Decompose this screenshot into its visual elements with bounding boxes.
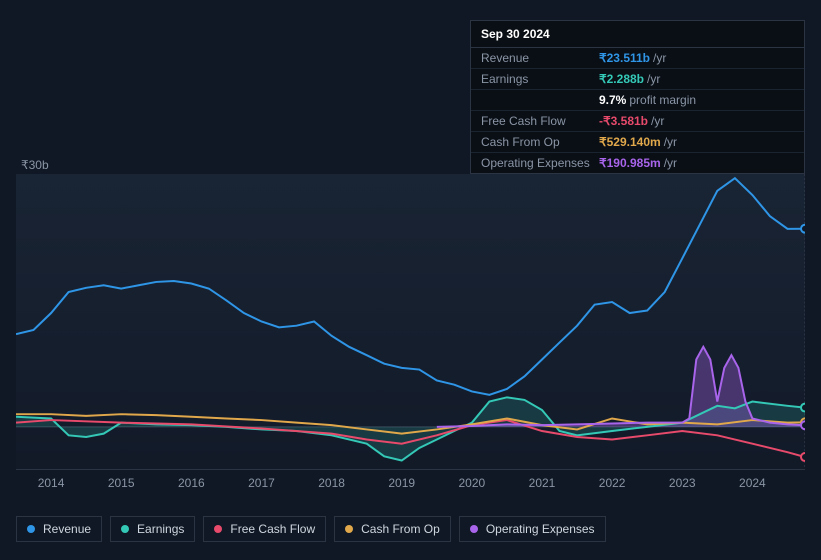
tooltip-row-value: ₹190.985m [599,156,661,170]
tooltip-row-label: Cash From Op [481,135,599,149]
x-tick: 2014 [38,476,65,490]
chart-area: ₹30b ₹0 -₹5b 201420152016201720182019202… [16,160,805,500]
tooltip-row: Earnings₹2.288b/yr [471,69,804,90]
legend-label: Operating Expenses [486,522,595,536]
chart-legend: Revenue Earnings Free Cash Flow Cash From O… [16,516,606,542]
x-tick: 2016 [178,476,205,490]
tooltip-row-label: Operating Expenses [481,156,599,170]
legend-dot [121,525,129,533]
tooltip-row: Free Cash Flow-₹3.581b/yr [471,111,804,132]
legend-label: Cash From Op [361,522,440,536]
y-tick-30b: ₹30b [21,158,49,172]
profit-margin-pct: 9.7% [599,93,626,107]
tooltip-row-label: Revenue [481,51,599,65]
series-revenue [16,178,805,395]
tooltip-row-label: Earnings [481,72,599,86]
legend-item-operating-expenses[interactable]: Operating Expenses [459,516,606,542]
profit-margin-label: profit margin [629,93,696,107]
legend-label: Revenue [43,522,91,536]
legend-label: Free Cash Flow [230,522,315,536]
tooltip-row-suffix: /yr [651,114,664,128]
legend-item-revenue[interactable]: Revenue [16,516,102,542]
tooltip-row-value: ₹2.288b [599,72,644,86]
legend-dot [27,525,35,533]
x-tick: 2024 [739,476,766,490]
legend-dot [470,525,478,533]
tooltip-row: Cash From Op₹529.140m/yr [471,132,804,153]
x-tick: 2018 [318,476,345,490]
legend-dot [345,525,353,533]
tooltip-row-value: ₹529.140m [599,135,661,149]
tooltip-row-suffix: /yr [664,135,677,149]
tooltip-profit-margin: 9.7%profit margin [471,90,804,111]
tooltip-row-suffix: /yr [647,72,660,86]
x-tick: 2022 [599,476,626,490]
chart-svg [16,174,805,469]
series-end-dot [801,225,805,233]
x-tick: 2015 [108,476,135,490]
tooltip-date: Sep 30 2024 [471,21,804,48]
legend-item-free-cash-flow[interactable]: Free Cash Flow [203,516,326,542]
x-tick: 2017 [248,476,275,490]
x-tick: 2021 [529,476,556,490]
tooltip-row-value: -₹3.581b [599,114,648,128]
series-end-dot [801,404,805,412]
legend-label: Earnings [137,522,184,536]
x-tick: 2020 [459,476,486,490]
x-tick: 2019 [388,476,415,490]
series-end-dot [801,453,805,461]
tooltip-row-value: ₹23.511b [599,51,650,65]
legend-item-cash-from-op[interactable]: Cash From Op [334,516,451,542]
legend-dot [214,525,222,533]
tooltip-row: Revenue₹23.511b/yr [471,48,804,69]
tooltip-row-suffix: /yr [653,51,666,65]
legend-item-earnings[interactable]: Earnings [110,516,195,542]
tooltip-row: Operating Expenses₹190.985m/yr [471,153,804,173]
tooltip-row-label: Free Cash Flow [481,114,599,128]
tooltip-row-suffix: /yr [664,156,677,170]
series-end-dot [801,421,805,429]
chart-plot[interactable] [16,174,805,470]
data-tooltip: Sep 30 2024 Revenue₹23.511b/yrEarnings₹2… [470,20,805,174]
x-tick: 2023 [669,476,696,490]
